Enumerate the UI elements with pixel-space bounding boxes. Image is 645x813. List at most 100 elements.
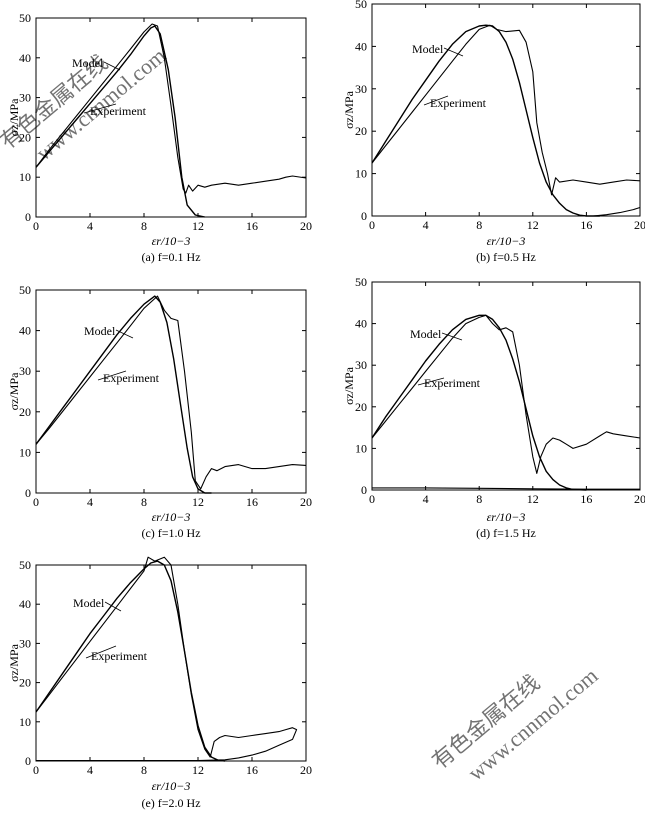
annotation-leader <box>104 601 122 612</box>
panel-caption: (a) f=0.1 Hz <box>141 250 200 264</box>
x-tick-label: 0 <box>33 763 39 777</box>
x-tick-label: 12 <box>527 218 539 232</box>
annotation-model: Model <box>72 56 104 70</box>
x-tick-label: 12 <box>192 219 204 233</box>
annotation-leader <box>115 329 134 339</box>
plot-frame <box>371 281 641 491</box>
chart-panel-a: 0 4 8 12 16 2001020304050ModelExperimentεr/10… <box>7 11 312 264</box>
x-tick-label: 4 <box>423 218 429 232</box>
x-tick-label: 20 <box>300 763 312 777</box>
x-axis-label: εr/10−3 <box>152 510 191 524</box>
x-axis-label: εr/10−3 <box>487 234 526 248</box>
annotation-experiment: Experiment <box>424 376 481 390</box>
series-line-model <box>35 25 205 218</box>
y-tick-label: 50 <box>355 275 367 289</box>
x-tick-label: 8 <box>141 763 147 777</box>
annotation-leader <box>423 95 449 106</box>
y-tick-label: 20 <box>355 124 367 138</box>
panel-caption: (d) f=1.5 Hz <box>476 526 536 540</box>
series-line-experiment <box>35 23 307 194</box>
y-tick-label: 30 <box>19 91 31 105</box>
x-tick-label: 8 <box>141 495 147 509</box>
plot-frame <box>371 3 641 217</box>
y-tick-label: 10 <box>355 441 367 455</box>
series-line-model <box>35 295 212 494</box>
series-line-model <box>371 24 600 217</box>
annotation-leader <box>103 61 121 71</box>
y-tick-label: 40 <box>19 324 31 338</box>
annotation-model: Model <box>412 42 444 56</box>
series-line-experiment <box>35 556 298 762</box>
x-tick-label: 0 <box>369 218 375 232</box>
x-tick-label: 8 <box>476 218 482 232</box>
series-line-experiment-unloading-tail <box>372 487 640 490</box>
panel-caption: (e) f=2.0 Hz <box>141 796 200 810</box>
annotation-leader <box>83 103 117 114</box>
y-tick-label: 50 <box>355 0 367 11</box>
annotation-model: Model <box>73 596 105 610</box>
y-tick-label: 20 <box>19 130 31 144</box>
y-tick-label: 20 <box>19 405 31 419</box>
chart-panel-c: 0 4 8 12 16 20 0 10 20 30 40 50 Model Experiment εr/10… <box>7 283 312 540</box>
x-tick-label: 16 <box>246 219 258 233</box>
y-tick-label: 10 <box>19 715 31 729</box>
x-tick-label: 16 <box>246 763 258 777</box>
annotation-leader <box>441 332 463 341</box>
y-tick-label: 0 <box>25 486 31 500</box>
y-tick-label: 20 <box>355 400 367 414</box>
x-tick-label: 8 <box>141 219 147 233</box>
y-tick-label: 10 <box>19 170 31 184</box>
annotation-experiment: Experiment <box>430 96 487 110</box>
plot-frame <box>35 289 307 494</box>
x-tick-label: 12 <box>192 763 204 777</box>
x-tick-label: 0 <box>33 495 39 509</box>
x-tick-label: 20 <box>300 219 312 233</box>
x-tick-label: 0 <box>369 492 375 506</box>
y-tick-label: 30 <box>19 364 31 378</box>
x-axis-label: εr/10−3 <box>152 779 191 793</box>
y-tick-label: 0 <box>361 209 367 223</box>
plot-frame <box>35 17 307 218</box>
y-axis-label: σz/MPa <box>7 372 21 410</box>
annotation-leader <box>85 645 117 659</box>
series-line-model <box>371 314 587 491</box>
y-tick-label: 0 <box>25 754 31 768</box>
y-tick-label: 40 <box>19 597 31 611</box>
x-tick-label: 16 <box>580 218 592 232</box>
chart-panel-b: 0 4 8 12 16 20 0 10 20 30 40 50 Model Experiment εr/10… <box>342 0 645 264</box>
y-tick-label: 50 <box>19 283 31 297</box>
annotation-model: Model <box>410 327 442 341</box>
x-tick-label: 12 <box>192 495 204 509</box>
x-tick-label: 20 <box>634 218 645 232</box>
x-tick-label: 8 <box>476 492 482 506</box>
y-tick-label: 40 <box>355 317 367 331</box>
y-tick-label: 40 <box>19 51 31 65</box>
series-line-experiment <box>35 295 307 490</box>
chart-panel-e: 0 4 8 12 16 20 0 10 20 30 40 50 Model Experiment εr/10… <box>7 556 312 810</box>
annotation-leader <box>443 47 464 57</box>
x-tick-label: 4 <box>87 495 93 509</box>
annotation-model: Model <box>84 324 116 338</box>
x-axis-label: εr/10−3 <box>487 510 526 524</box>
y-tick-label: 0 <box>361 483 367 497</box>
y-tick-label: 50 <box>19 11 31 25</box>
series-line-experiment-unloading-tail <box>593 206 641 217</box>
y-axis-label: σz/MPa <box>342 366 356 404</box>
x-tick-label: 12 <box>527 492 539 506</box>
plot-frame <box>35 564 307 762</box>
annotation-leader <box>97 370 127 381</box>
x-tick-label: 16 <box>246 495 258 509</box>
panel-caption: (b) f=0.5 Hz <box>476 250 536 264</box>
x-tick-label: 4 <box>87 219 93 233</box>
series-line-model <box>35 560 226 762</box>
y-tick-label: 0 <box>25 210 31 224</box>
y-tick-label: 20 <box>19 676 31 690</box>
x-tick-label: 4 <box>423 492 429 506</box>
y-tick-label: 10 <box>355 167 367 181</box>
y-tick-label: 30 <box>355 358 367 372</box>
y-tick-label: 50 <box>19 558 31 572</box>
y-tick-label: 30 <box>355 82 367 96</box>
y-axis-label: σz/MPa <box>7 643 21 681</box>
